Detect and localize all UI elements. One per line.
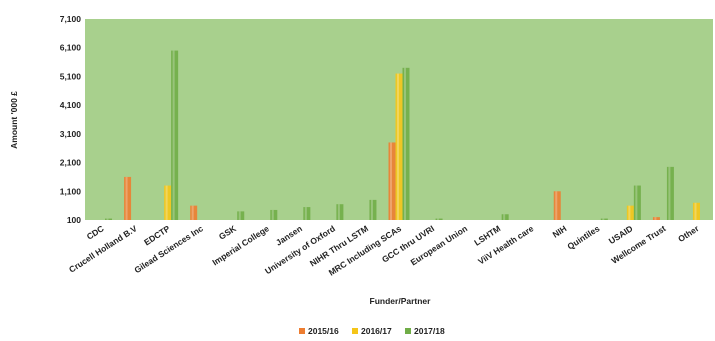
y-tick-label: 4,100 xyxy=(60,100,82,110)
legend: 2015/16 2016/17 2017/18 xyxy=(299,326,445,336)
x-tick-label: USAID xyxy=(607,223,635,246)
y-tick-label: 1,100 xyxy=(60,186,82,196)
legend-label: 2015/16 xyxy=(308,326,339,336)
bar-2017-18 xyxy=(633,185,641,220)
bar-2017-18 xyxy=(105,218,113,220)
x-tick-label: NIH xyxy=(551,223,569,239)
x-tick-label: Other xyxy=(676,223,701,244)
y-axis-ticks: 100 1,100 2,100 3,100 4,100 5,100 6,100 7,100 xyxy=(60,14,82,225)
bar-highlight xyxy=(165,185,168,220)
bar-2017-18 xyxy=(369,199,377,220)
bar-highlight xyxy=(191,205,194,220)
y-tick-label: 100 xyxy=(67,215,81,225)
bar-highlight xyxy=(437,218,440,220)
bar-highlight xyxy=(635,185,638,220)
y-tick-label: 3,100 xyxy=(60,129,82,139)
bar-2017-18 xyxy=(501,214,509,220)
x-tick-label: ViiV Health care xyxy=(476,223,535,266)
legend-label: 2016/17 xyxy=(361,326,392,336)
x-tick-label: CDC xyxy=(85,223,106,241)
x-axis-label: Funder/Partner xyxy=(370,296,432,306)
bar-2017-18 xyxy=(237,211,245,220)
y-tick-label: 6,100 xyxy=(60,43,82,53)
y-axis-label: Amount '000 £ xyxy=(9,91,19,149)
bar-highlight xyxy=(694,202,697,220)
bar-highlight xyxy=(503,214,506,220)
legend-swatch xyxy=(352,328,358,334)
bar-highlight xyxy=(125,176,128,220)
bar-2017-18 xyxy=(303,207,311,220)
x-tick-label: Imperial College xyxy=(210,223,271,267)
bar-highlight xyxy=(404,67,406,220)
bar-2017-18 xyxy=(600,218,608,220)
bar-2015-16 xyxy=(124,176,132,220)
bar-2016-17 xyxy=(626,205,634,220)
bar-2016-17 xyxy=(692,202,700,220)
y-tick-label: 5,100 xyxy=(60,71,82,81)
bar-2017-18 xyxy=(666,166,674,220)
x-tick-label: European Union xyxy=(409,223,469,267)
bar-highlight xyxy=(555,191,558,220)
bar-2017-18 xyxy=(171,50,179,221)
bar-2017-18 xyxy=(435,218,443,220)
y-tick-label: 2,100 xyxy=(60,158,82,168)
y-tick-label: 7,100 xyxy=(60,14,82,24)
bar-highlight xyxy=(390,142,392,220)
bar-2015-16 xyxy=(553,191,561,220)
legend-label: 2017/18 xyxy=(414,326,445,336)
legend-swatch xyxy=(299,328,305,334)
bar-highlight xyxy=(238,211,241,220)
bar-2017-18 xyxy=(270,209,278,220)
bar-2016-17 xyxy=(395,73,403,220)
bar-highlight xyxy=(370,199,373,220)
bar-2015-16 xyxy=(652,217,660,220)
legend-swatch xyxy=(405,328,411,334)
bar-highlight xyxy=(668,166,671,220)
x-tick-label: GSK xyxy=(217,223,239,242)
bars xyxy=(105,50,700,221)
bar-highlight xyxy=(271,209,274,220)
bar-highlight xyxy=(304,207,307,220)
bar-2017-18 xyxy=(402,67,410,220)
x-tick-label: Quintiles xyxy=(565,223,601,251)
bar-2016-17 xyxy=(164,185,172,220)
bar-highlight xyxy=(628,205,631,220)
bar-highlight xyxy=(654,217,657,220)
bar-highlight xyxy=(172,50,175,221)
bar-2017-18 xyxy=(336,204,344,220)
bar-highlight xyxy=(397,73,399,220)
bar-highlight xyxy=(337,204,340,220)
bar-2015-16 xyxy=(388,142,396,220)
bar-highlight xyxy=(602,218,605,220)
bar-2015-16 xyxy=(190,205,198,220)
bar-highlight xyxy=(106,218,109,220)
